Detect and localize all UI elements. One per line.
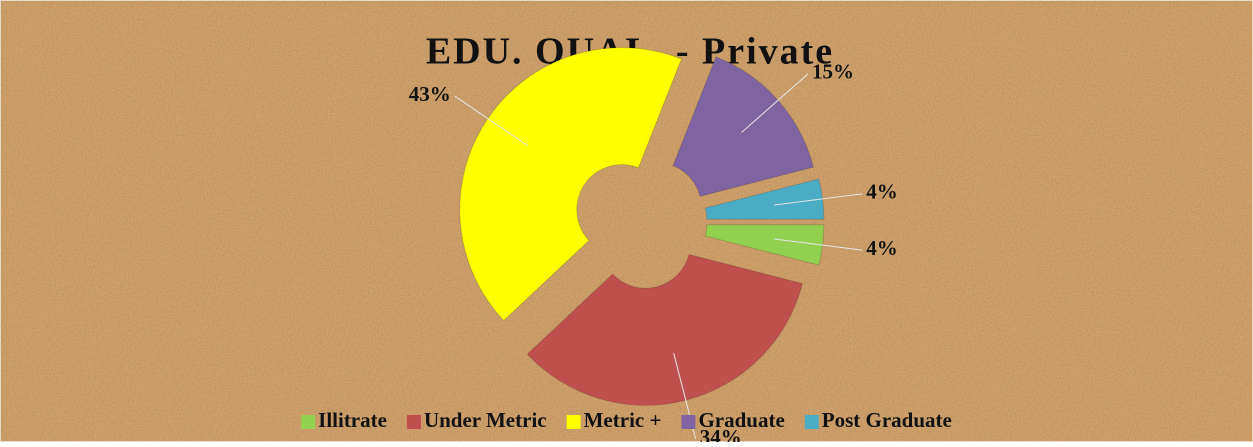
slice [459,47,683,322]
leader-line [454,95,529,147]
slice [704,178,825,220]
legend-label: Graduate [698,408,784,432]
data-label: 34% [700,425,742,442]
leader-line [741,73,809,133]
legend-swatch [301,415,316,429]
legend-label: Illitrate [318,408,387,432]
slice [704,224,825,266]
legend-label: Under Metric [424,408,547,432]
legend-swatch [681,415,696,429]
data-label: 15% [812,60,854,84]
legend-swatch [804,415,819,429]
legend-swatch [566,415,581,429]
legend-label: Post Graduate [822,408,952,432]
slice [526,253,803,406]
legend-label: Metric + [584,408,662,432]
legend-swatch [406,415,421,429]
leader-line [774,238,863,251]
leader-line [774,193,863,206]
data-label: 4% [866,180,898,204]
data-label: 43% [409,82,451,106]
data-label: 4% [866,236,898,260]
slice [672,56,815,197]
